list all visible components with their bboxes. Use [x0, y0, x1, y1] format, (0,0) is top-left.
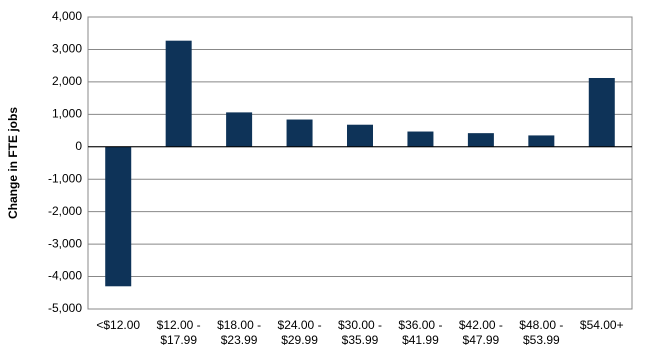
bar	[407, 131, 434, 147]
y-tick-label: 0	[75, 139, 82, 153]
x-tick-label: $48.00 -$53.99	[519, 318, 563, 347]
x-tick-label: $30.00 -$35.99	[338, 318, 382, 347]
x-tick-label: $42.00 -$47.99	[459, 318, 503, 347]
bar	[165, 40, 192, 147]
y-tick-label: -3,000	[48, 236, 82, 250]
x-tick-label: $54.00+	[580, 318, 624, 332]
y-tick-label: 2,000	[52, 74, 82, 88]
x-tick-label: $12.00 -$17.99	[157, 318, 201, 347]
y-tick-label: 1,000	[52, 107, 82, 121]
bar	[588, 77, 615, 147]
bar	[286, 119, 313, 147]
bar	[528, 135, 555, 147]
bar	[467, 133, 494, 147]
bar	[347, 124, 373, 147]
y-axis-label: Change in FTE jobs	[6, 107, 20, 219]
plot-frame	[87, 16, 633, 310]
x-tick-label: $36.00 -$41.99	[398, 318, 442, 347]
y-tick-label: -2,000	[48, 204, 82, 218]
y-tick-label: 3,000	[52, 42, 82, 56]
x-tick-label: $24.00 -$29.99	[278, 318, 322, 347]
y-tick-label: -1,000	[48, 171, 82, 185]
bar	[105, 146, 132, 287]
x-tick-label: <$12.00	[96, 318, 140, 332]
y-tick-label: -5,000	[48, 301, 82, 315]
bar	[226, 112, 253, 147]
y-tick-label: 4,000	[52, 9, 82, 23]
y-tick-label: -4,000	[48, 269, 82, 283]
x-tick-label: $18.00 -$23.99	[217, 318, 261, 347]
